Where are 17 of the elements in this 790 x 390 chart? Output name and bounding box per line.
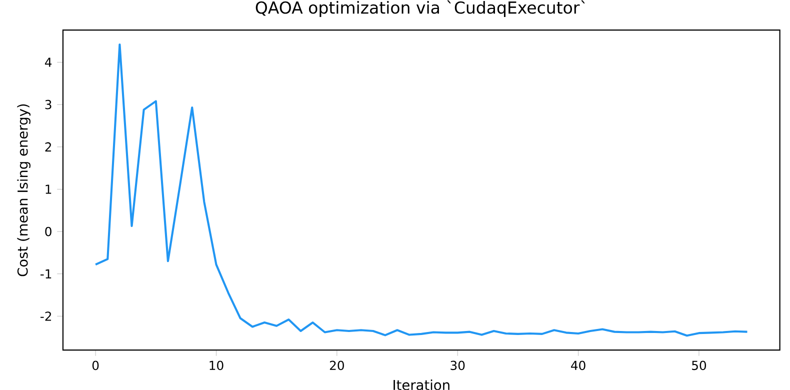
x-tick-label: 20: [330, 360, 344, 370]
y-axis-title: Cost (mean Ising energy): [17, 104, 30, 276]
x-tick-label: 30: [450, 360, 465, 370]
y-tick-label: 3: [45, 100, 52, 110]
y-tick-label: 2: [45, 142, 52, 152]
y-tick-label: 1: [46, 184, 52, 194]
y-tick-label: 0: [45, 226, 52, 236]
x-tick-label: 50: [692, 360, 706, 370]
y-tick-label: -2: [40, 312, 52, 321]
chart-title: QAOA optimization via `CudaqExecutor`: [256, 0, 585, 18]
y-tick-label: -1: [40, 269, 52, 278]
x-axis-title: Iteration: [394, 380, 450, 390]
x-tick-label: 40: [571, 360, 586, 370]
y-tick-label: 4: [44, 58, 52, 67]
line-series: [94, 44, 748, 337]
x-tick-label: 0: [92, 360, 99, 370]
x-tick-label: 10: [210, 360, 224, 370]
